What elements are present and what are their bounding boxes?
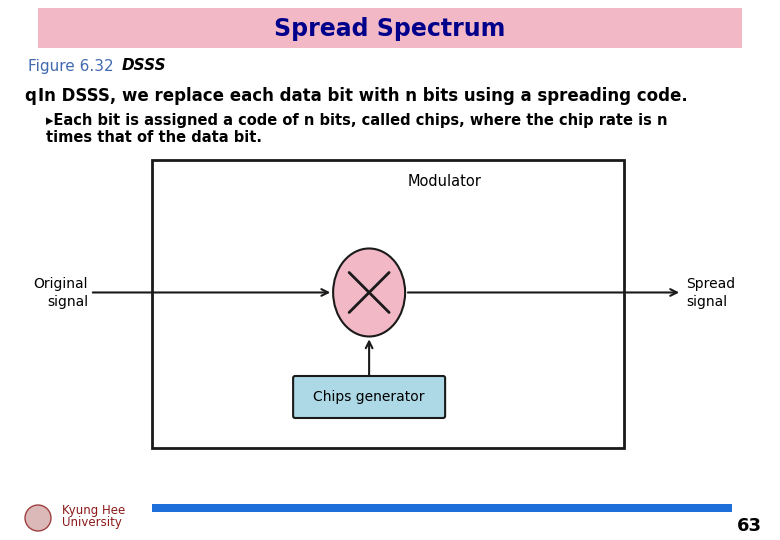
Text: Kyung Hee: Kyung Hee	[62, 504, 126, 517]
Text: Modulator: Modulator	[408, 174, 481, 190]
Text: q: q	[24, 87, 36, 105]
Text: signal: signal	[47, 295, 88, 309]
FancyBboxPatch shape	[293, 376, 445, 418]
Text: times that of the data bit.: times that of the data bit.	[46, 131, 262, 145]
Bar	[152, 504, 732, 512]
Text: signal: signal	[686, 295, 727, 309]
Text: Figure 6.32: Figure 6.32	[28, 58, 114, 73]
Text: Original: Original	[34, 278, 88, 292]
Circle shape	[25, 505, 51, 531]
Text: University: University	[62, 516, 122, 529]
Text: DSSS: DSSS	[122, 58, 167, 73]
Bar	[152, 160, 624, 448]
Text: Spread Spectrum: Spread Spectrum	[275, 17, 505, 41]
Ellipse shape	[333, 248, 405, 336]
Bar	[38, 8, 742, 48]
Text: Spread: Spread	[686, 278, 735, 292]
Text: 63: 63	[737, 517, 762, 535]
Text: ▸Each bit is assigned a code of n bits, called chips, where the chip rate is n: ▸Each bit is assigned a code of n bits, …	[46, 112, 668, 127]
Text: In DSSS, we replace each data bit with n bits using a spreading code.: In DSSS, we replace each data bit with n…	[38, 87, 688, 105]
Text: Chips generator: Chips generator	[314, 390, 425, 404]
